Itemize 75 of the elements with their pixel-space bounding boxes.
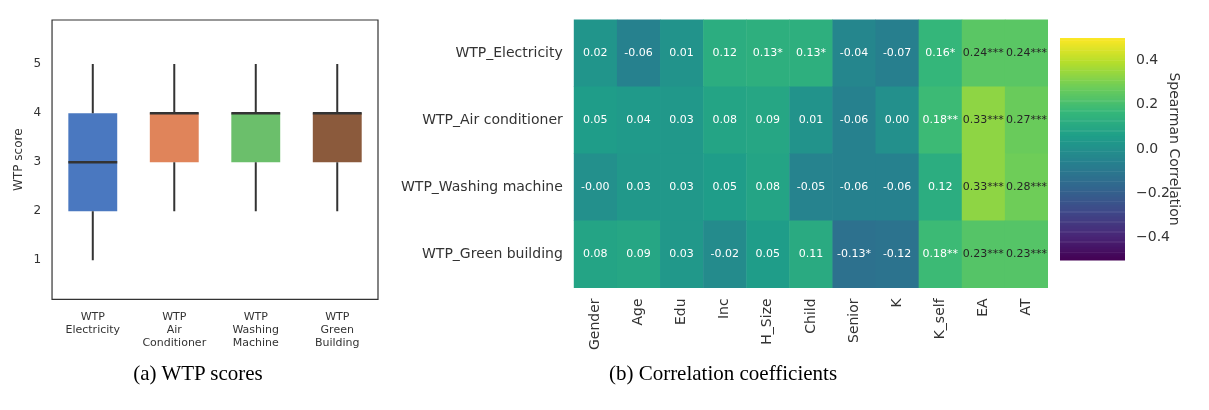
data-label: -0.06 — [839, 112, 869, 126]
data-label: 0.03 — [626, 179, 651, 193]
data-label: 0.00 — [884, 112, 910, 126]
data-label: -0.00 — [581, 179, 610, 193]
data-label: 0.09 — [626, 246, 651, 260]
data-label: 0.23*** — [1005, 246, 1048, 260]
y-axis-title: WTP score — [11, 128, 26, 191]
data-label: 0.23*** — [962, 246, 1005, 260]
y-tick-label: WTP_Green building — [422, 244, 563, 261]
x-tick-label: WTP Washing Machine — [232, 309, 280, 350]
data-label: 0.03 — [669, 179, 694, 193]
data-label: -0.06 — [839, 179, 869, 193]
data-label: 0.03 — [669, 112, 694, 126]
data-label: 0.09 — [755, 112, 781, 126]
y-tick-label: 4 — [33, 105, 42, 120]
color-bar-label: 0.0 — [1136, 139, 1159, 156]
data-label: 0.05 — [712, 179, 737, 193]
data-label: -0.02 — [710, 246, 739, 260]
data-label: 0.33*** — [962, 179, 1005, 193]
data-label: 0.12 — [927, 179, 953, 193]
data-label: -0.05 — [796, 179, 826, 193]
x-tick-label: K_self — [930, 297, 947, 340]
data-label: 0.03 — [669, 246, 694, 260]
x-tick-label: K — [887, 297, 904, 308]
data-label: 0.18** — [922, 112, 959, 126]
color-bar-label: 0.2 — [1136, 95, 1159, 112]
data-label: 0.05 — [755, 246, 781, 260]
data-label: 0.12 — [712, 45, 737, 59]
y-tick-label: 3 — [33, 154, 42, 169]
data-label: -0.13* — [837, 246, 872, 260]
data-label: -0.07 — [882, 45, 912, 59]
data-label: 0.11 — [798, 246, 824, 260]
x-tick-label: AT — [1017, 297, 1034, 316]
text: (b) Correlation coefficients — [607, 361, 839, 386]
x-tick-label: Inc — [715, 298, 732, 320]
y-tick-label: 1 — [33, 252, 42, 267]
text: (a) WTP scores — [132, 361, 264, 386]
y-tick-label: 5 — [33, 56, 42, 71]
y-tick-label: WTP_Washing machine — [401, 177, 563, 194]
y-tick-label: WTP_Electricity — [455, 43, 563, 60]
data-label: 0.16* — [925, 45, 956, 59]
data-label: -0.06 — [882, 179, 912, 193]
data-label: 0.08 — [583, 246, 608, 260]
x-tick-label: Edu — [672, 298, 689, 326]
data-label: 0.33*** — [962, 112, 1005, 126]
data-label: 0.13* — [795, 45, 827, 59]
y-tick-label: 2 — [33, 203, 42, 218]
data-label: 0.01 — [669, 45, 694, 59]
data-label: 0.18** — [922, 246, 959, 260]
color-bar-label: −0.4 — [1136, 228, 1171, 245]
x-tick-label: Child — [801, 298, 818, 334]
x-tick-label: Senior — [844, 298, 861, 343]
x-tick-label: Age — [629, 298, 646, 326]
x-tick-label: WTP Electricity — [65, 309, 121, 337]
x-tick-label: H_Size — [758, 298, 775, 345]
data-label: 0.13* — [752, 45, 784, 59]
x-tick-label: WTP Air Conditioner — [142, 309, 207, 350]
data-label: -0.06 — [624, 45, 653, 59]
color-bar-label: 0.4 — [1136, 50, 1159, 67]
data-label: -0.12 — [882, 246, 912, 260]
data-label: 0.04 — [626, 112, 651, 126]
y-tick-label: WTP_Air conditioner — [422, 110, 564, 127]
x-tick-label: Gender — [585, 298, 602, 350]
data-label: 0.05 — [583, 112, 608, 126]
data-label: 0.27*** — [1005, 112, 1048, 126]
x-tick-label: EA — [973, 298, 990, 317]
data-label: 0.08 — [755, 179, 781, 193]
x-tick-label: WTP Green Building — [314, 309, 360, 350]
data-label: -0.04 — [839, 45, 869, 59]
data-label: 0.24*** — [1005, 45, 1048, 59]
data-label: 0.08 — [712, 112, 737, 126]
data-label: 0.02 — [583, 45, 608, 59]
data-label: 0.24*** — [962, 45, 1005, 59]
data-label: 0.01 — [798, 112, 824, 126]
data-label: 0.28*** — [1005, 179, 1048, 193]
